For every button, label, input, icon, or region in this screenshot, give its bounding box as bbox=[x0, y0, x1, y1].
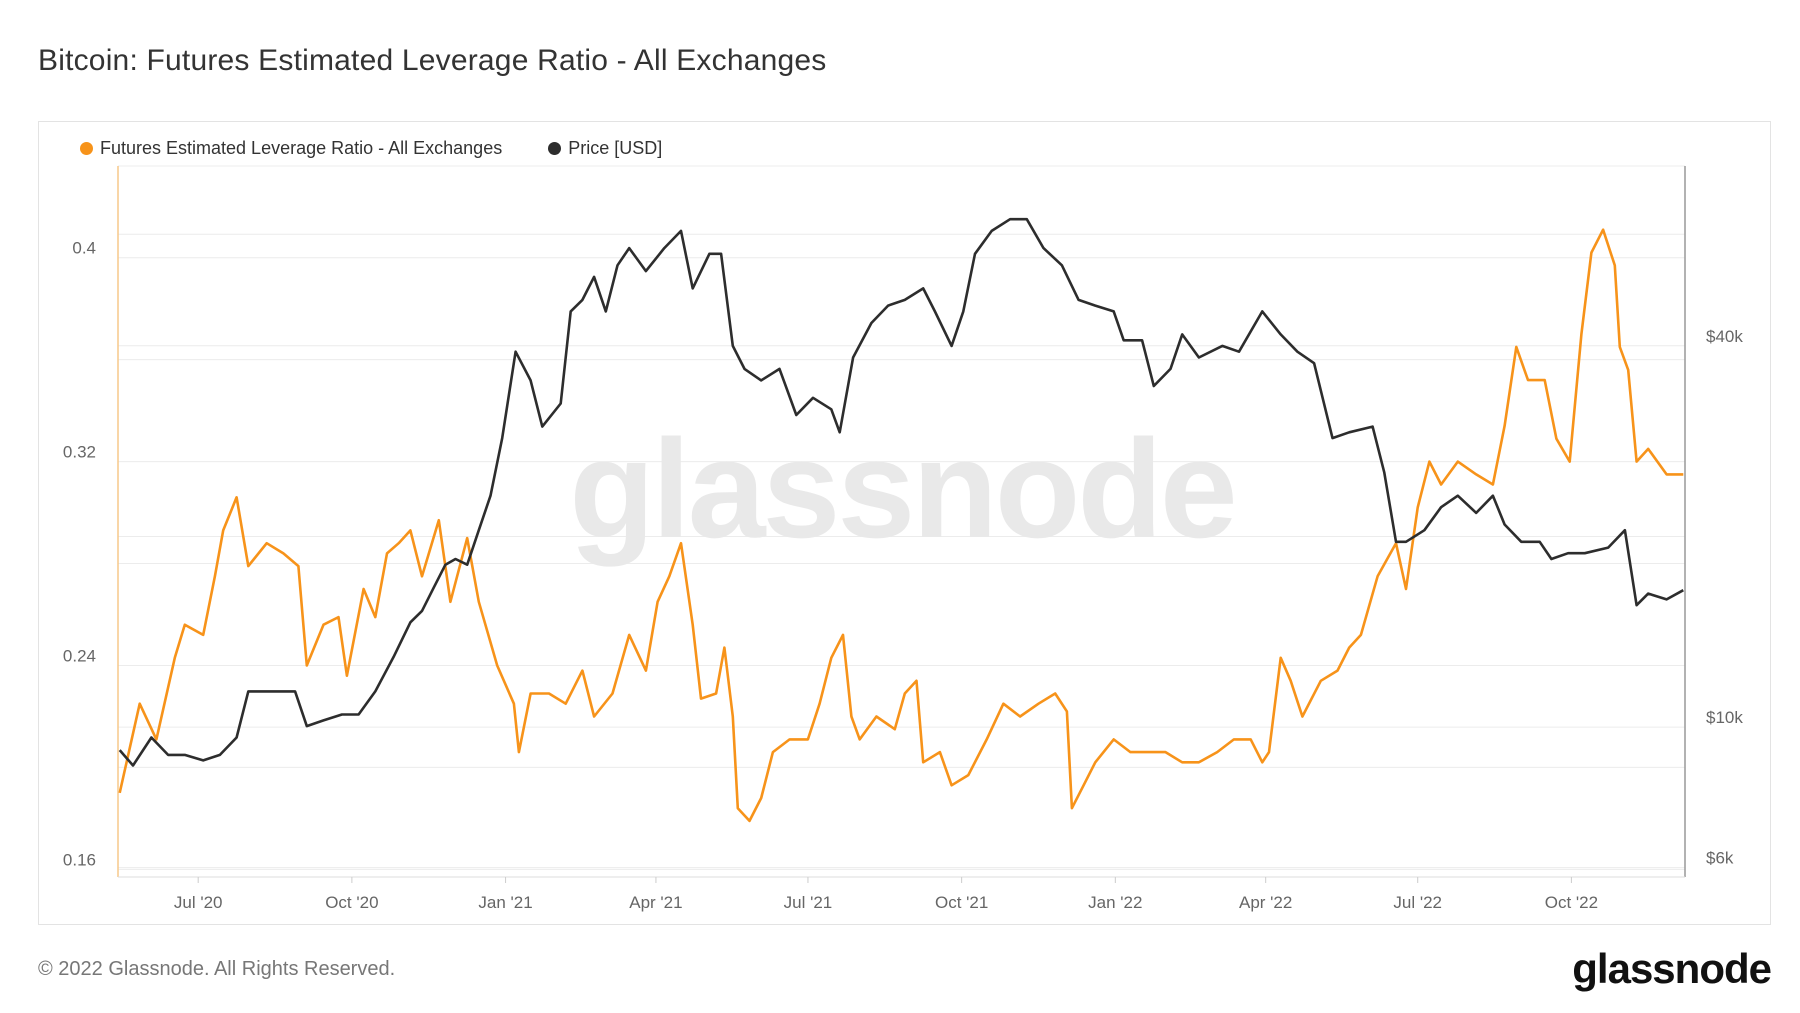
series-lines bbox=[118, 217, 1684, 823]
chart-title: Bitcoin: Futures Estimated Leverage Rati… bbox=[38, 44, 827, 77]
legend-label: Price [USD] bbox=[568, 138, 663, 158]
watermark: glassnode bbox=[569, 410, 1234, 567]
legend-dot-dark-icon bbox=[548, 142, 562, 155]
price-line bbox=[118, 217, 1684, 767]
x-tick-label: Oct '20 bbox=[325, 893, 378, 912]
y-left-tick-label: 0.16 bbox=[63, 850, 96, 869]
x-tick-label: Jan '22 bbox=[1088, 893, 1142, 912]
legend: Futures Estimated Leverage Ratio - All E… bbox=[80, 138, 708, 159]
tick-labels: 0.16 0.24 0.32 0.4 $6k $10k $40k Jul '20 Oct '20… bbox=[63, 239, 1743, 912]
y-right-tick-label: $10k bbox=[1706, 708, 1743, 727]
x-tick-label: Jul '22 bbox=[1393, 893, 1442, 912]
axes bbox=[117, 165, 1686, 883]
x-tick-label: Jul '21 bbox=[784, 893, 833, 912]
legend-dot-orange-icon bbox=[80, 142, 93, 155]
y-right-tick-label: $6k bbox=[1706, 849, 1734, 868]
x-tick-label: Oct '22 bbox=[1545, 893, 1598, 912]
legend-item-price[interactable]: Price [USD] bbox=[548, 138, 662, 159]
x-tick-label: Oct '21 bbox=[935, 893, 988, 912]
leverage-ratio-line bbox=[118, 228, 1684, 823]
y-left-tick-label: 0.24 bbox=[63, 646, 96, 665]
x-tick-label: Jul '20 bbox=[174, 893, 223, 912]
x-tick-label: Jan '21 bbox=[478, 893, 532, 912]
y-left-tick-label: 0.32 bbox=[63, 443, 96, 462]
copyright: © 2022 Glassnode. All Rights Reserved. bbox=[38, 958, 396, 980]
grid-lines bbox=[118, 233, 1685, 870]
legend-item-leverage[interactable]: Futures Estimated Leverage Ratio - All E… bbox=[80, 138, 502, 159]
legend-label: Futures Estimated Leverage Ratio - All E… bbox=[100, 138, 503, 158]
y-left-tick-label: 0.4 bbox=[72, 239, 96, 258]
glassnode-logo: glassnode bbox=[1572, 945, 1772, 992]
x-tick-label: Apr '21 bbox=[629, 893, 682, 912]
y-right-tick-label: $40k bbox=[1706, 327, 1743, 346]
chart-panel bbox=[38, 121, 1771, 925]
x-tick-label: Apr '22 bbox=[1239, 893, 1292, 912]
